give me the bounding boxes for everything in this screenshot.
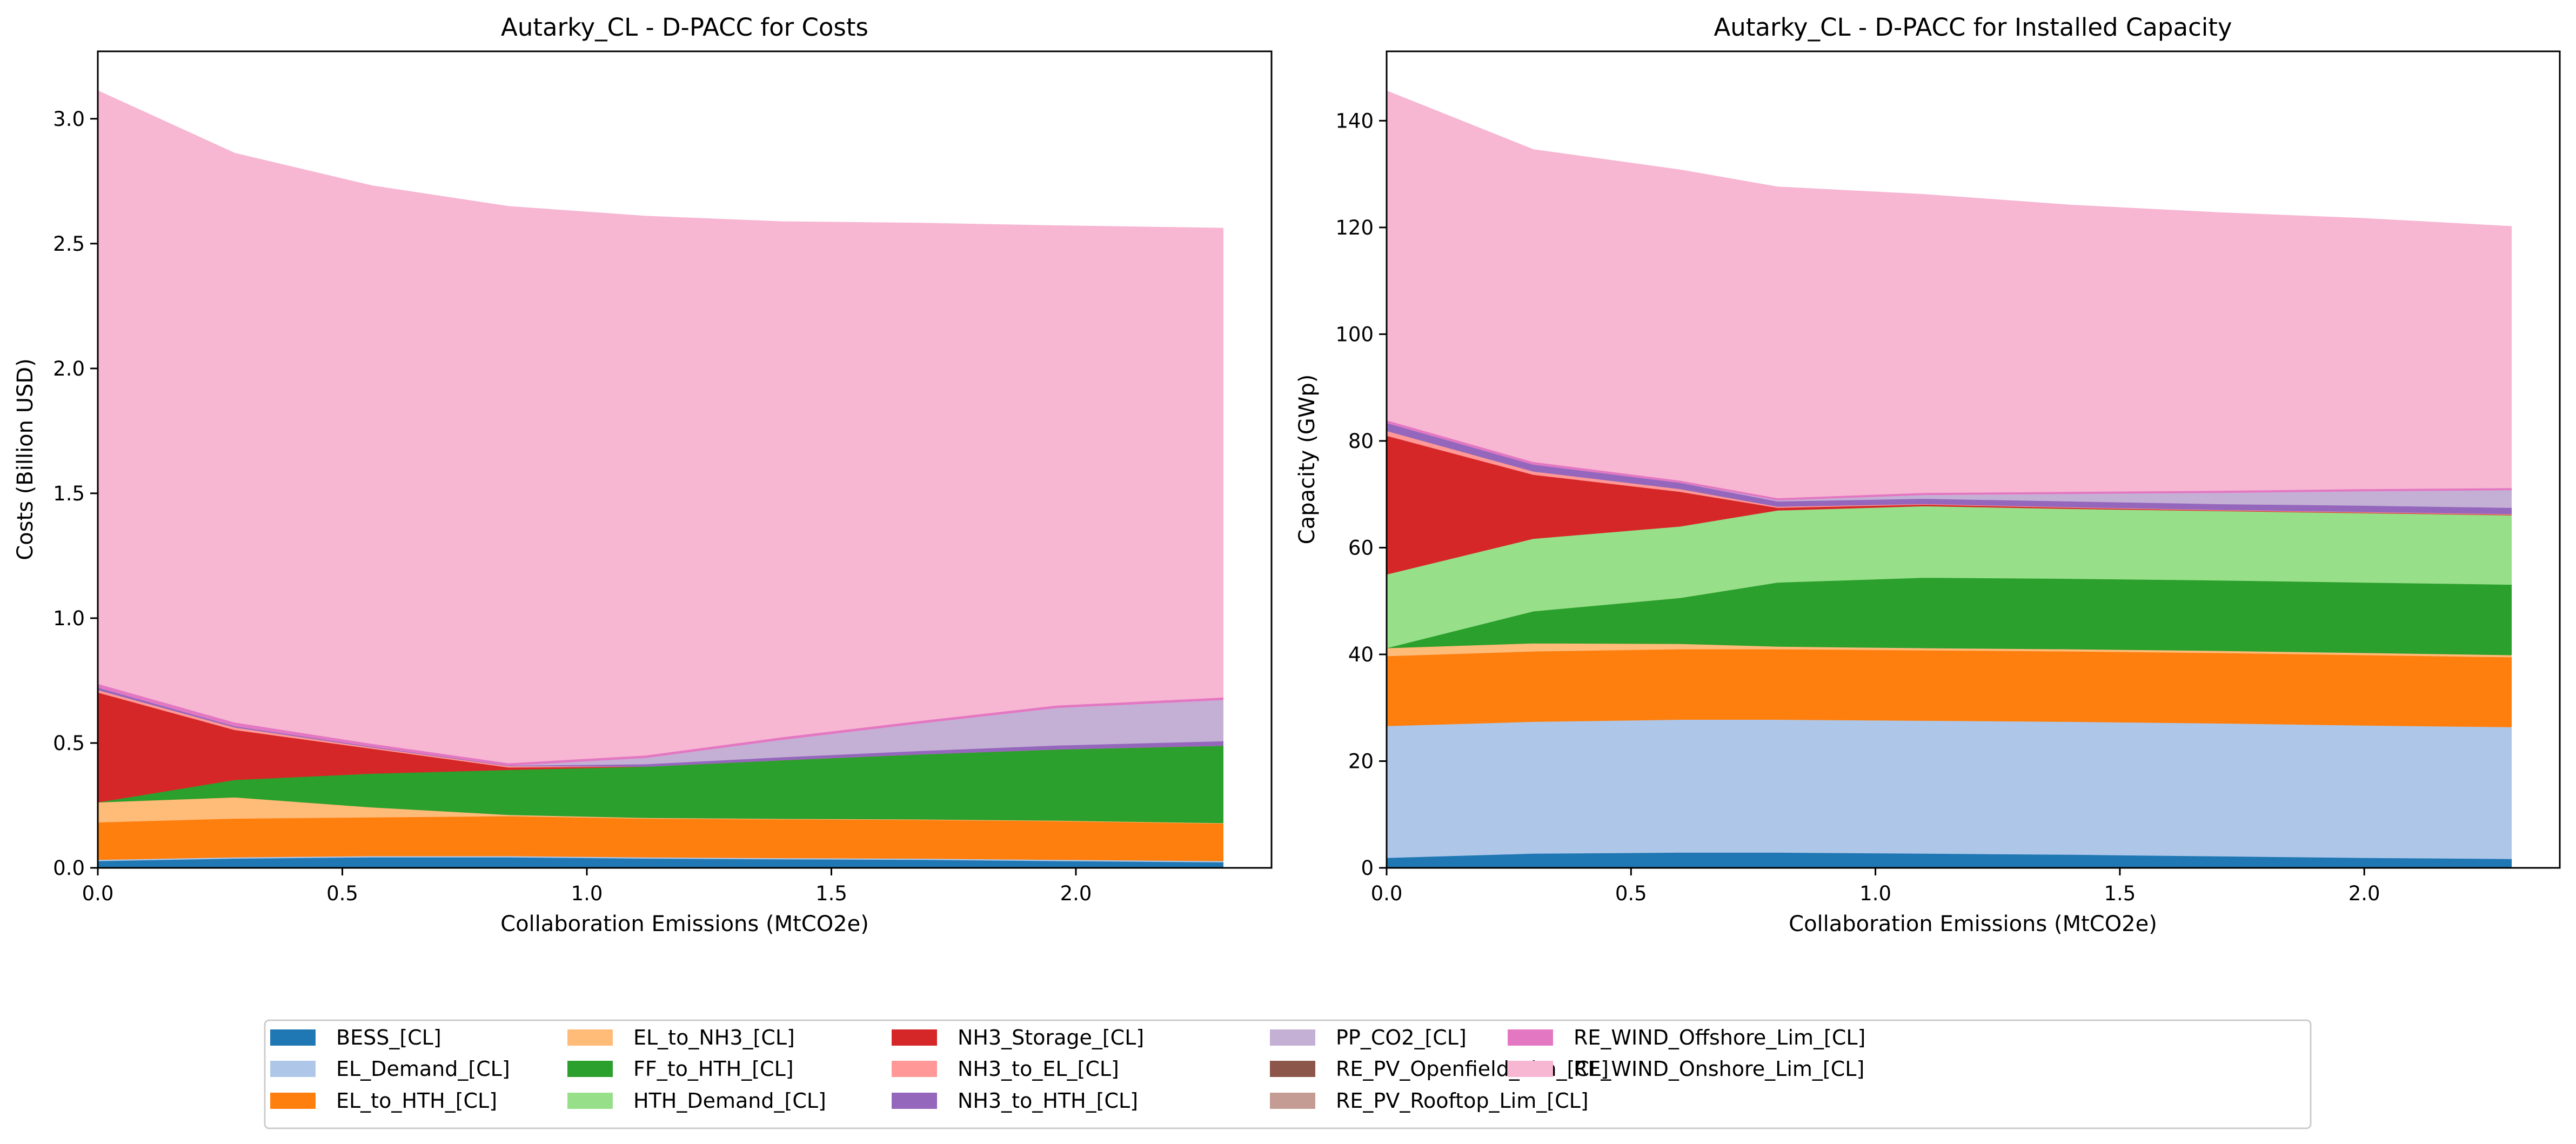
legend-swatch-nh3-to-hth-cl bbox=[892, 1093, 937, 1109]
y-tick-label: 40 bbox=[1348, 643, 1374, 666]
legend-items: BESS_[CL] EL_Demand_[CL] EL_to_HTH_[CL] EL_… bbox=[270, 1026, 1865, 1113]
y-tick-label: 80 bbox=[1348, 430, 1374, 453]
area-el-to-hth-cl bbox=[1386, 647, 2512, 727]
costs-y-ticks: 0.0 0.5 1.0 1.5 2.0 2.5 3.0 bbox=[53, 108, 98, 880]
capacity-area-layer bbox=[1386, 90, 2512, 869]
x-tick-label: 0.0 bbox=[82, 882, 114, 905]
chart-title: Autarky_CL - D-PACC for Installed Capaci… bbox=[1714, 13, 2232, 42]
x-axis-label: Collaboration Emissions (MtCO2e) bbox=[1789, 912, 2157, 936]
legend-swatch-ff-to-hth-cl bbox=[567, 1061, 613, 1077]
costs-x-ticks: 0.0 0.5 1.0 1.5 2.0 bbox=[82, 868, 1092, 905]
plot-frame bbox=[1386, 50, 2561, 869]
x-tick-label: 1.0 bbox=[571, 882, 603, 905]
legend-label-ff-to-hth-cl: FF_to_HTH_[CL] bbox=[633, 1057, 794, 1081]
legend-swatch-re-wind-offshore-lim-cl bbox=[1508, 1029, 1553, 1046]
legend-label-re-wind-onshore-lim-cl: RE_WIND_Onshore_Lim_[CL] bbox=[1574, 1057, 1864, 1081]
y-tick-label: 20 bbox=[1348, 750, 1374, 773]
capacity-y-ticks: 0 20 40 60 80 100 120 140 bbox=[1335, 109, 1387, 880]
costs-area-layer bbox=[97, 90, 1223, 869]
y-tick-label: 1.5 bbox=[53, 482, 85, 505]
x-tick-label: 1.5 bbox=[815, 882, 847, 905]
legend-label-re-pv-openfield-lim-cl: RE_PV_Openfield_Lim_[CL] bbox=[1336, 1057, 1609, 1081]
chart-capacity: Autarky_CL - D-PACC for Installed Capaci… bbox=[1295, 13, 2561, 936]
legend-swatch-el-demand-cl bbox=[270, 1061, 316, 1077]
legend-label-nh3-to-hth-cl: NH3_to_HTH_[CL] bbox=[958, 1089, 1138, 1113]
y-tick-label: 100 bbox=[1335, 323, 1374, 346]
legend-swatch-hth-demand-cl bbox=[567, 1093, 613, 1109]
y-tick-label: 2.0 bbox=[53, 357, 85, 380]
y-tick-label: 120 bbox=[1335, 216, 1374, 239]
legend-swatch-re-wind-onshore-lim-cl bbox=[1508, 1061, 1553, 1077]
y-tick-label: 140 bbox=[1335, 109, 1374, 132]
legend-label-hth-demand-cl: HTH_Demand_[CL] bbox=[633, 1089, 826, 1113]
legend-swatch-el-to-nh3-cl bbox=[567, 1029, 613, 1046]
x-tick-label: 2.0 bbox=[2348, 882, 2380, 905]
legend-swatch-pp-co2-cl bbox=[1270, 1029, 1315, 1046]
legend-swatch-re-pv-rooftop-lim-cl bbox=[1270, 1093, 1315, 1109]
chart-costs: Autarky_CL - D-PACC for Costs 0.0 0.5 1.0 1… bbox=[13, 13, 1273, 936]
y-tick-label: 1.0 bbox=[53, 607, 85, 630]
area-el-demand-cl bbox=[1386, 718, 2512, 859]
legend-swatch-el-to-hth-cl bbox=[270, 1093, 316, 1109]
legend-label-el-demand-cl: EL_Demand_[CL] bbox=[336, 1057, 510, 1081]
x-tick-label: 0.0 bbox=[1371, 882, 1403, 905]
x-axis-label: Collaboration Emissions (MtCO2e) bbox=[500, 912, 869, 936]
y-axis-label: Costs (Billion USD) bbox=[13, 358, 38, 560]
y-tick-label: 3.0 bbox=[53, 108, 85, 131]
legend-swatch-nh3-to-el-cl bbox=[892, 1061, 937, 1077]
legend: BESS_[CL] EL_Demand_[CL] EL_to_HTH_[CL] EL_… bbox=[264, 1019, 2312, 1129]
legend-label-re-wind-offshore-lim-cl: RE_WIND_Offshore_Lim_[CL] bbox=[1574, 1026, 1865, 1049]
y-tick-label: 60 bbox=[1348, 536, 1374, 559]
y-tick-label: 2.5 bbox=[53, 232, 85, 256]
legend-label-bess-cl: BESS_[CL] bbox=[336, 1026, 441, 1049]
legend-label-el-to-hth-cl: EL_to_HTH_[CL] bbox=[336, 1089, 497, 1113]
area-re-wind-onshore-lim-cl bbox=[1386, 90, 2512, 499]
legend-label-nh3-storage-cl: NH3_Storage_[CL] bbox=[958, 1026, 1144, 1049]
legend-label-pp-co2-cl: PP_CO2_[CL] bbox=[1336, 1026, 1467, 1049]
y-tick-label: 0.5 bbox=[53, 732, 85, 755]
capacity-x-ticks: 0.0 0.5 1.0 1.5 2.0 bbox=[1371, 868, 2380, 905]
area-re-wind-onshore-lim-cl bbox=[97, 90, 1223, 764]
x-tick-label: 0.5 bbox=[326, 882, 358, 905]
x-tick-label: 1.0 bbox=[1859, 882, 1891, 905]
legend-label-re-pv-rooftop-lim-cl: RE_PV_Rooftop_Lim_[CL] bbox=[1336, 1089, 1589, 1113]
y-tick-label: 0 bbox=[1361, 857, 1374, 880]
legend-swatch-bess-cl bbox=[270, 1029, 316, 1046]
chart-title: Autarky_CL - D-PACC for Costs bbox=[501, 13, 868, 42]
x-tick-label: 2.0 bbox=[1060, 882, 1092, 905]
x-tick-label: 1.5 bbox=[2104, 882, 2136, 905]
area-el-to-hth-cl bbox=[97, 814, 1223, 861]
legend-swatch-re-pv-openfield-lim-cl bbox=[1270, 1061, 1315, 1077]
y-axis-label: Capacity (GWp) bbox=[1295, 374, 1320, 545]
x-tick-label: 0.5 bbox=[1615, 882, 1647, 905]
plot-frame bbox=[97, 50, 1273, 869]
legend-label-el-to-nh3-cl: EL_to_NH3_[CL] bbox=[633, 1026, 795, 1049]
legend-swatch-nh3-storage-cl bbox=[892, 1029, 937, 1046]
legend-label-nh3-to-el-cl: NH3_to_EL_[CL] bbox=[958, 1057, 1119, 1081]
y-tick-label: 0.0 bbox=[53, 857, 85, 880]
